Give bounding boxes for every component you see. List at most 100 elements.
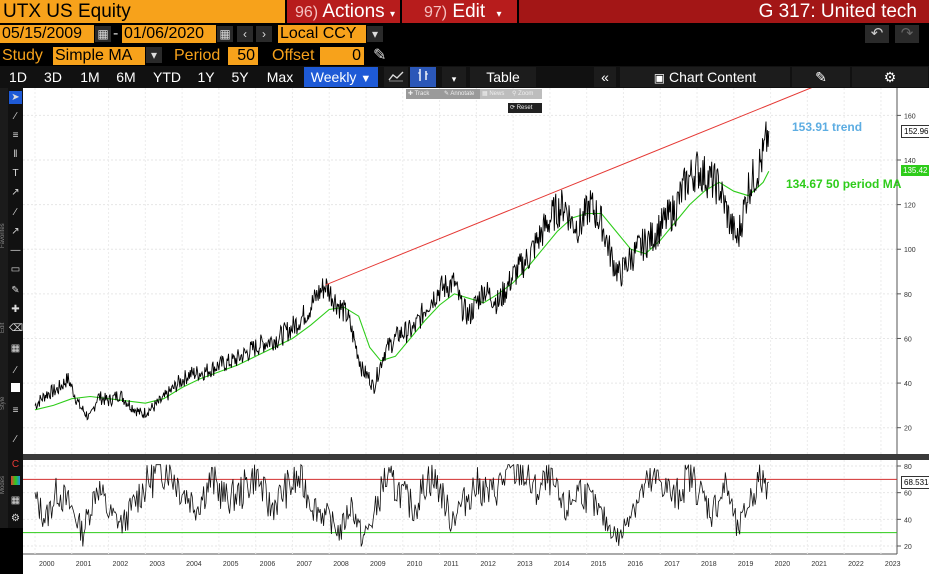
- trend-annotation: 153.91 trend: [792, 120, 863, 134]
- year-tick-label: 2011: [444, 561, 459, 568]
- year-tick-label: 2018: [701, 561, 717, 568]
- period-button-3d[interactable]: 3D: [44, 69, 62, 85]
- year-tick-label: 2008: [333, 561, 349, 568]
- chart-content-button[interactable]: ▣ Chart Content: [620, 67, 790, 87]
- chart-content-label: Chart Content: [669, 69, 757, 85]
- year-tick-label: 2010: [407, 561, 423, 568]
- offset-field[interactable]: 0: [320, 47, 364, 65]
- year-tick-label: 2002: [113, 561, 129, 568]
- trendline-icon[interactable]: ∕: [14, 111, 17, 122]
- caret-down-icon: ▾: [496, 9, 502, 20]
- bar-chart-icon[interactable]: [410, 67, 436, 87]
- color-swatch-icon[interactable]: [9, 383, 22, 396]
- year-tick-label: 2023: [885, 561, 901, 568]
- price-tick-label: 80: [904, 292, 912, 299]
- price-tick-label: 120: [904, 203, 916, 210]
- year-tick-label: 2007: [296, 561, 312, 568]
- style-side-label: Style: [0, 396, 6, 410]
- rsi-tick-label: 40: [904, 517, 912, 524]
- collapse-left-icon[interactable]: «: [594, 67, 616, 87]
- chart-content-icon: ▣: [653, 71, 666, 85]
- arrow-tool-icon[interactable]: ↗: [11, 187, 20, 198]
- line-tool-icon[interactable]: ∕: [14, 207, 17, 218]
- currency-field[interactable]: Local CCY: [278, 25, 366, 43]
- calendar-icon[interactable]: ▦: [95, 26, 111, 42]
- price-tick-label: 160: [904, 113, 916, 120]
- period-button-1m[interactable]: 1M: [80, 69, 100, 85]
- side-label-strip: Favorites Edit Style Modes: [0, 88, 8, 528]
- caret-down-icon[interactable]: ▾: [442, 67, 466, 87]
- eraser-icon[interactable]: ⌫: [9, 323, 24, 334]
- redo-icon[interactable]: ↷: [895, 25, 919, 43]
- ray-tool-icon[interactable]: ↗: [11, 226, 20, 237]
- chevron-left-icon[interactable]: ‹: [237, 26, 253, 42]
- cursor-icon[interactable]: ➤: [9, 91, 22, 104]
- caret-down-icon: ▾: [389, 9, 395, 20]
- chart-canvas[interactable]: 2000 2001 2002 2003 2004 2005 2006 2007 2008 2009…: [23, 88, 929, 574]
- actions-menu-number: 96): [295, 4, 319, 21]
- study-bar: Study Simple MA ▾ Period 50 Offset 0 ✎: [0, 45, 929, 66]
- table-button[interactable]: Table: [470, 67, 536, 87]
- year-tick-label: 2009: [370, 561, 386, 568]
- period-button-ytd[interactable]: YTD: [153, 69, 181, 85]
- start-date-field[interactable]: 05/15/2009: [0, 25, 94, 43]
- edit-menu[interactable]: 97) Edit ▾: [402, 0, 517, 23]
- frequency-select[interactable]: Weekly ▼: [304, 67, 378, 87]
- trash-icon[interactable]: ▦: [10, 343, 21, 354]
- ticker-field[interactable]: UTX US Equity: [0, 0, 285, 23]
- period-button-1y[interactable]: 1Y: [197, 69, 215, 85]
- period-button-6m[interactable]: 6M: [116, 69, 136, 85]
- mode-multi-icon[interactable]: [9, 476, 22, 489]
- last-rsi-tag: 68.5318: [901, 476, 929, 489]
- fibonacci-icon[interactable]: ≡: [12, 130, 19, 141]
- mode-c-icon[interactable]: C: [11, 459, 20, 470]
- actions-menu[interactable]: 96) Actions ▾: [287, 0, 400, 23]
- mode-grid-icon[interactable]: ▦: [10, 495, 21, 506]
- rsi-tick-label: 80: [904, 464, 912, 471]
- drawing-toolbar: ➤ ∕ ≡ ‖ T ↗ ∕ ↗ — ▭ ✎ ✚ ⌫ ▦ ∕ ≡ ∕ C ▦ ⚙: [8, 88, 23, 528]
- pencil-icon[interactable]: ✎: [373, 47, 387, 64]
- period-button-max[interactable]: Max: [266, 69, 294, 85]
- zoom-button[interactable]: ⚲ Zoom: [510, 89, 542, 99]
- end-date-field[interactable]: 01/06/2020: [122, 25, 216, 43]
- favorites-side-label: Favorites: [0, 223, 6, 248]
- line-width-icon[interactable]: ≡: [12, 405, 19, 416]
- text-tool-icon[interactable]: T: [12, 168, 19, 179]
- pen-tool-icon[interactable]: ✎: [11, 285, 20, 296]
- undo-icon[interactable]: ↶: [865, 25, 889, 43]
- year-tick-label: 2001: [76, 561, 92, 568]
- chevron-down-icon[interactable]: ▾: [146, 47, 162, 63]
- chevron-right-icon[interactable]: ›: [256, 26, 272, 42]
- horizontal-line-icon[interactable]: —: [10, 245, 21, 256]
- reset-button[interactable]: ⟳ Reset: [508, 103, 542, 113]
- rsi-tick-label: 20: [904, 544, 912, 551]
- channel-icon[interactable]: ‖: [13, 149, 18, 160]
- gear-icon[interactable]: ⚙: [852, 67, 928, 87]
- period-button-1d[interactable]: 1D: [9, 69, 27, 85]
- trend-line[interactable]: [325, 88, 815, 286]
- moving-average-line: [34, 170, 770, 411]
- annotate-button[interactable]: ✎ Annotate: [442, 89, 482, 99]
- line-chart-icon[interactable]: [384, 67, 408, 87]
- year-tick-label: 2019: [738, 561, 754, 568]
- edit-menu-number: 97): [424, 4, 448, 21]
- style-line-icon[interactable]: ∕: [14, 365, 17, 376]
- edit-chart-icon[interactable]: ✎: [792, 67, 850, 87]
- period-button-5y[interactable]: 5Y: [231, 69, 249, 85]
- period-toolbar: 1D 3D 1M 6M YTD 1Y 5Y Max Weekly ▼ ▾ Tab…: [0, 66, 929, 88]
- year-tick-label: 2021: [811, 561, 827, 568]
- news-button[interactable]: ▦ News: [480, 89, 512, 99]
- period-label: Period: [174, 47, 221, 64]
- rectangle-tool-icon[interactable]: ▭: [10, 264, 21, 275]
- study-select[interactable]: Simple MA: [53, 47, 145, 65]
- calendar-icon[interactable]: ▦: [217, 26, 233, 42]
- price-tick-label: 140: [904, 158, 916, 165]
- paint-icon[interactable]: ∕: [14, 434, 17, 445]
- year-tick-label: 2005: [223, 561, 239, 568]
- chevron-down-icon[interactable]: ▾: [367, 26, 383, 42]
- track-button[interactable]: ✚ Track: [406, 89, 444, 99]
- year-tick-label: 2000: [39, 561, 55, 568]
- settings-small-icon[interactable]: ⚙: [11, 513, 20, 524]
- period-field[interactable]: 50: [228, 47, 258, 65]
- move-icon[interactable]: ✚: [11, 304, 20, 315]
